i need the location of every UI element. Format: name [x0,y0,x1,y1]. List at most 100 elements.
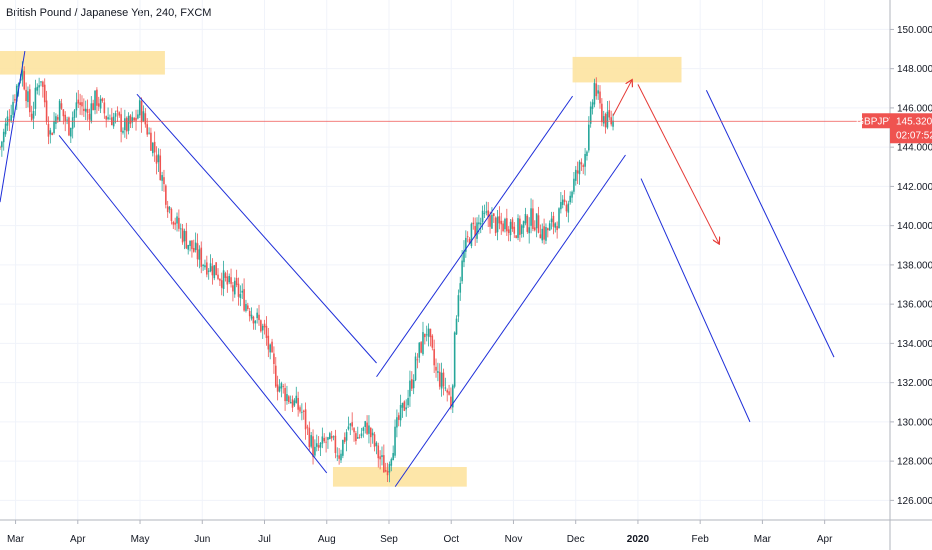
candle-body [463,250,465,263]
candle-body [392,453,394,461]
price-axis-bg [890,0,932,550]
candle-body [545,227,547,241]
candle-body [163,177,165,185]
candle-body [293,400,296,406]
candle-body [526,215,529,232]
x-tick-label: Feb [692,534,710,545]
candle-body [237,283,240,297]
candle-body [14,99,16,101]
candle-body [604,113,607,128]
candle-body [32,110,35,119]
candle-body [97,103,100,107]
candle-body [492,213,495,217]
candle-body [166,206,169,213]
candle-body [431,335,434,348]
candle-body [250,314,253,319]
candle-body [561,199,564,205]
y-tick-label: 132.000 [897,378,932,389]
candle-body [483,212,486,214]
candle-body [213,265,216,279]
candle-body [362,427,365,431]
candle-body [66,119,68,121]
candle-body [327,437,329,440]
candle-body [157,154,160,163]
projection-arrows [612,80,719,243]
candle-body [215,262,217,276]
candle-body [547,228,549,231]
candle-body [356,437,359,439]
candle-body [286,394,288,402]
candle-body [437,371,439,373]
candle-body [181,228,184,243]
candle-body [440,372,443,389]
y-tick-label: 148.000 [897,64,932,75]
candle-body [515,235,517,238]
candle-body [593,82,596,105]
candle-body [409,380,411,397]
candle-body [451,385,454,408]
candle-body [239,294,242,299]
candle-body [601,103,603,123]
symbol-label: GBPJPY [856,116,896,127]
y-tick-label: 140.000 [897,221,932,232]
countdown-label: 02:07:52 [896,130,932,141]
candle-body [170,209,173,221]
candle-body [248,310,251,317]
candle-body [586,151,588,156]
candle-body [101,98,104,101]
candle-body [444,387,447,389]
candle-body [116,110,119,112]
candle-body [580,162,583,165]
candle-body [25,89,27,102]
candle-body [55,116,57,124]
candle-body [230,277,232,284]
candle-body [226,276,229,285]
candle-body [34,87,37,109]
candle-body [450,396,452,407]
y-tick-label: 142.000 [897,182,932,193]
y-tick-label: 134.000 [897,339,932,350]
candle-body [390,459,393,466]
candle-body [144,113,147,125]
candle-body [487,210,489,218]
candle-body [491,214,493,229]
y-tick-label: 130.000 [897,417,932,428]
candle-body [520,225,523,234]
candle-body [122,130,124,133]
candle-body [73,110,76,118]
candle-body [282,386,285,387]
candle-body [541,228,544,241]
candle-body [118,112,121,116]
candle-body [83,108,85,111]
candle-body [470,223,473,246]
candle-body [192,247,195,252]
candle-body [315,443,318,447]
zone-2 [332,467,467,487]
candle-body [284,388,286,402]
x-tick-label: Mar [754,534,772,545]
candle-body [114,113,117,117]
candle-body [608,110,611,118]
candle-body [494,217,497,234]
candle-body [459,283,462,293]
candle-body [142,111,145,122]
candle-body [422,332,424,355]
candle-body [405,407,408,410]
candle-body [172,221,175,225]
candle-body [233,280,236,295]
candle-body [496,216,499,233]
candle-body [120,114,122,132]
candle-body [465,237,467,252]
candle-body [302,410,305,412]
candle-body [425,334,428,336]
candle-body [340,453,342,461]
candle-body [165,185,167,205]
candle-body [381,455,383,458]
candle-body [602,116,605,124]
candle-body [45,100,48,122]
candle-body [274,365,277,387]
candle-body [49,130,52,135]
candle-body [71,117,74,129]
candle-body [4,123,7,135]
